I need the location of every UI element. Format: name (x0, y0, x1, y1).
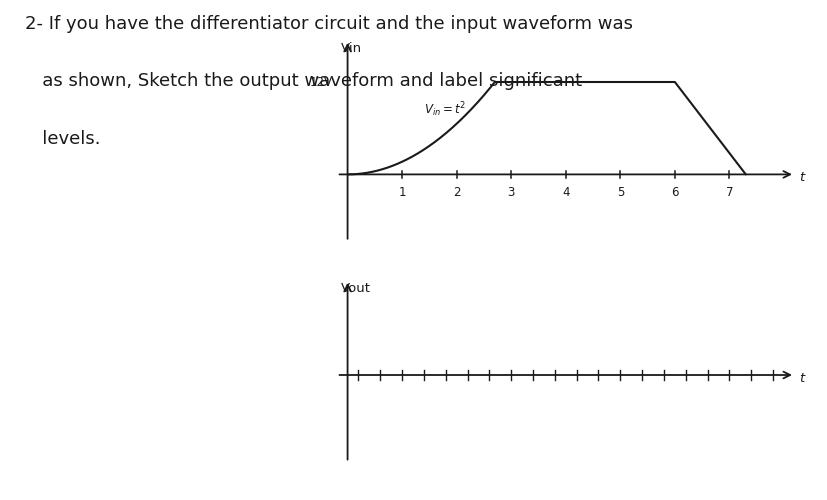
Text: t: t (798, 172, 804, 184)
Text: t: t (798, 372, 804, 386)
Text: 1: 1 (398, 186, 405, 199)
Text: $V_{in} = t^2$: $V_{in} = t^2$ (423, 100, 466, 118)
Text: 3: 3 (507, 186, 514, 199)
Text: 6: 6 (671, 186, 678, 199)
Text: 7: 7 (724, 186, 732, 199)
Text: 5: 5 (616, 186, 624, 199)
Text: 4: 4 (562, 186, 569, 199)
Text: 2: 2 (452, 186, 460, 199)
Text: as shown, Sketch the output waveform and label significant: as shown, Sketch the output waveform and… (25, 72, 581, 90)
Text: 12V: 12V (309, 76, 332, 88)
Text: 2- If you have the differentiator circuit and the input waveform was: 2- If you have the differentiator circui… (25, 15, 632, 33)
Text: Vout: Vout (341, 282, 370, 295)
Text: levels.: levels. (25, 130, 100, 148)
Text: Vin: Vin (341, 42, 361, 55)
